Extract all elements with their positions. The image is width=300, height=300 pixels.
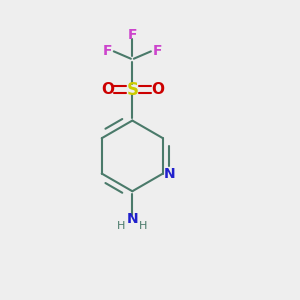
Text: H: H bbox=[117, 221, 125, 231]
Text: F: F bbox=[128, 28, 137, 42]
Text: S: S bbox=[126, 81, 138, 99]
Text: N: N bbox=[164, 167, 175, 181]
Text: H: H bbox=[139, 221, 148, 231]
Text: F: F bbox=[103, 44, 112, 58]
Text: N: N bbox=[127, 212, 138, 226]
Text: O: O bbox=[151, 82, 164, 97]
Text: O: O bbox=[101, 82, 114, 97]
Text: F: F bbox=[153, 44, 162, 58]
